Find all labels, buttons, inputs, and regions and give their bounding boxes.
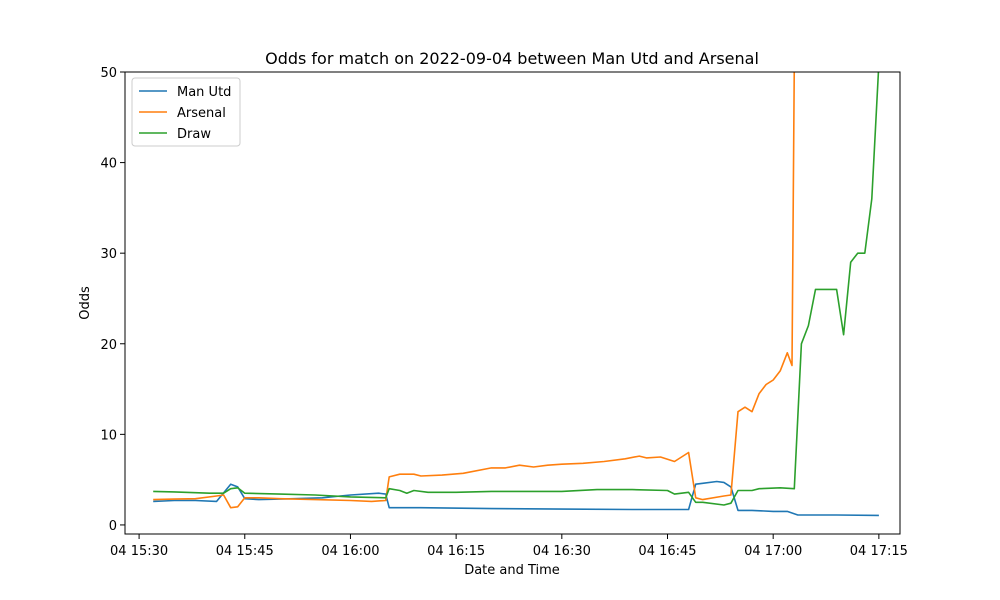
y-tick-label: 30 — [100, 247, 117, 262]
y-tick-label: 10 — [100, 428, 117, 443]
legend-label-man-utd: Man Utd — [177, 85, 231, 100]
y-axis-label: Odds — [78, 286, 93, 320]
legend-label-arsenal: Arsenal — [177, 106, 226, 121]
y-tick-label: 20 — [100, 338, 117, 353]
x-tick-label: 04 17:15 — [850, 544, 908, 559]
x-tick-label: 04 16:00 — [321, 544, 379, 559]
chart-title: Odds for match on 2022-09-04 between Man… — [265, 49, 759, 68]
x-tick-label: 04 17:00 — [744, 544, 802, 559]
series-line-draw — [153, 72, 880, 506]
x-axis-label: Date and Time — [464, 563, 560, 578]
y-tick-label: 0 — [109, 519, 117, 534]
x-tick-label: 04 16:45 — [638, 544, 696, 559]
plot-frame — [124, 71, 901, 535]
x-tick-label: 04 16:15 — [427, 544, 485, 559]
x-tick-label: 04 15:45 — [216, 544, 274, 559]
series-line-arsenal — [153, 72, 796, 509]
legend-frame — [131, 77, 241, 147]
x-tick-label: 04 16:30 — [533, 544, 591, 559]
y-tick-label: 40 — [100, 157, 117, 172]
legend: Man Utd Arsenal Draw — [131, 77, 241, 147]
legend-label-draw: Draw — [177, 127, 211, 142]
x-tick-label: 04 15:30 — [110, 544, 168, 559]
series-line-man-utd — [153, 480, 879, 517]
y-tick-label: 50 — [100, 66, 117, 81]
